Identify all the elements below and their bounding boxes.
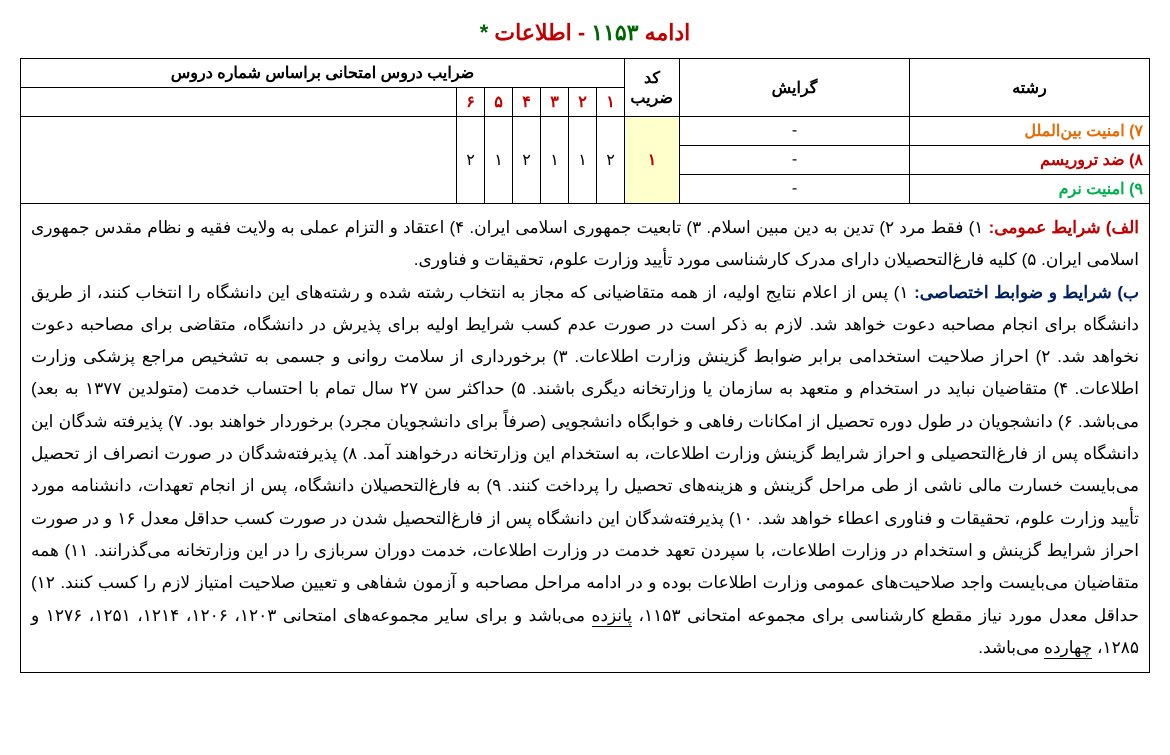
table-body: ۷) امنیت بین‌الملل - ۱ ۲ ۱ ۱ ۲ ۱ ۲ ۸) ضد… — [21, 117, 1150, 204]
coeff-cell-3: ۱ — [541, 117, 569, 204]
header-num-4: ۴ — [513, 88, 541, 117]
section-a: الف) شرایط عمومی: ۱) فقط مرد ۲) تدین به … — [31, 212, 1139, 277]
table-row: ۷) امنیت بین‌الملل - ۱ ۲ ۱ ۱ ۲ ۱ ۲ — [21, 117, 1150, 146]
header-num-1: ۱ — [597, 88, 625, 117]
header-coeffs: ضرایب دروس امتحانی براساس شماره دروس — [21, 59, 625, 88]
header-gerayesh: گرایش — [680, 59, 910, 117]
document-page: ادامه ۱۱۵۳ - اطلاعات * رشته گرایش کد ضری… — [20, 20, 1150, 673]
row-gerayesh: - — [680, 175, 910, 204]
title-part-1: ادامه — [639, 20, 691, 45]
title-part-3: - اطلاعات — [488, 20, 591, 45]
header-blank — [21, 88, 457, 117]
coeff-cell-4: ۲ — [513, 117, 541, 204]
code-cell: ۱ — [625, 117, 680, 204]
section-b-text-3: می‌باشد. — [978, 638, 1044, 657]
header-num-3: ۳ — [541, 88, 569, 117]
section-b-label: ب) شرایط و ضوابط اختصاصی: — [914, 283, 1139, 302]
row-gerayesh: - — [680, 117, 910, 146]
row-gerayesh: - — [680, 146, 910, 175]
row-label: ۸) ضد تروریسم — [910, 146, 1150, 175]
coeff-cell-6: ۲ — [457, 117, 485, 204]
coeff-blank — [21, 117, 457, 204]
header-reshteh: رشته — [910, 59, 1150, 117]
table-header: رشته گرایش کد ضریب ضرایب دروس امتحانی بر… — [21, 59, 1150, 117]
section-a-text: ۱) فقط مرد ۲) تدین به دین مبین اسلام. ۳)… — [31, 218, 1139, 269]
underline-2: چهارده — [1044, 638, 1092, 659]
row-label: ۹) امنیت نرم — [910, 175, 1150, 204]
coeff-cell-1: ۲ — [597, 117, 625, 204]
section-b-text-1: ۱) پس از اعلام نتایج اولیه، از همه متقاض… — [31, 283, 1139, 625]
conditions-block: الف) شرایط عمومی: ۱) فقط مرد ۲) تدین به … — [20, 204, 1150, 673]
header-num-2: ۲ — [569, 88, 597, 117]
page-title: ادامه ۱۱۵۳ - اطلاعات * — [20, 20, 1150, 46]
row-label: ۷) امنیت بین‌الملل — [910, 117, 1150, 146]
coeff-cell-5: ۱ — [485, 117, 513, 204]
section-b: ب) شرایط و ضوابط اختصاصی: ۱) پس از اعلام… — [31, 277, 1139, 665]
title-part-2: ۱۱۵۳ — [591, 20, 638, 45]
main-table: رشته گرایش کد ضریب ضرایب دروس امتحانی بر… — [20, 58, 1150, 204]
header-code: کد ضریب — [625, 59, 680, 117]
coeff-cell-2: ۱ — [569, 117, 597, 204]
section-a-label: الف) شرایط عمومی: — [989, 218, 1139, 237]
header-num-6: ۶ — [457, 88, 485, 117]
underline-1: پانزده — [592, 606, 633, 627]
header-num-5: ۵ — [485, 88, 513, 117]
